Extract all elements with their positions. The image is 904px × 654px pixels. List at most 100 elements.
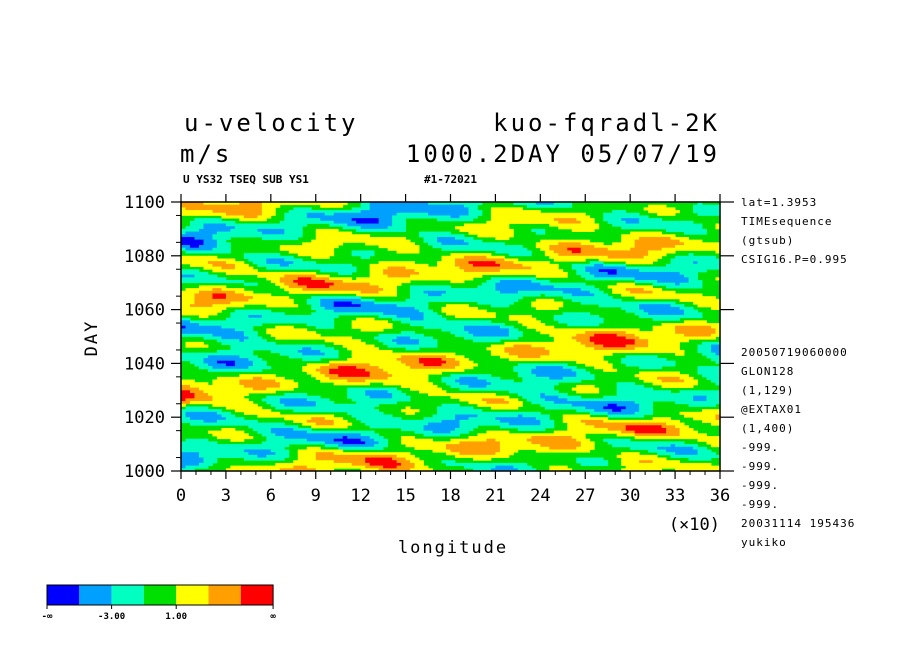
heatmap-cell-3048: [576, 298, 582, 302]
heatmap-cell-1133: [378, 239, 384, 243]
heatmap-cell-4662: [562, 352, 568, 356]
heatmap-cell-2506: [562, 282, 568, 286]
heatmap-cell-680: [243, 223, 249, 227]
heatmap-cell-1893: [616, 263, 622, 267]
heatmap-cell-1284: [297, 245, 303, 249]
heatmap-cell-442: [342, 215, 348, 219]
heatmap-cell-1021: [481, 234, 487, 238]
heatmap-cell-3171: [225, 304, 231, 308]
heatmap-cell-4548: [499, 349, 505, 354]
heatmap-cell-1564: [585, 253, 591, 257]
heatmap-cell-1980: [571, 266, 577, 270]
heatmap-cell-3100: [342, 301, 348, 305]
heatmap-cell-3110: [387, 301, 393, 305]
heatmap-cell-791: [396, 226, 402, 230]
heatmap-cell-4900: [594, 360, 600, 364]
heatmap-cell-4033: [279, 333, 285, 337]
heatmap-cell-4393: [522, 344, 528, 348]
heatmap-cell-1034: [648, 234, 654, 238]
heatmap-cell-1575: [634, 253, 640, 257]
heatmap-cell-1226: [486, 242, 492, 246]
heatmap-cell-4509: [697, 347, 703, 351]
heatmap-cell-337: [288, 212, 294, 216]
heatmap-cell-2836: [446, 293, 451, 297]
heatmap-cell-527: [333, 218, 339, 222]
heatmap-cell-3169: [216, 304, 222, 308]
heatmap-cell-370: [437, 212, 442, 216]
heatmap-cell-1692: [495, 258, 501, 262]
heatmap-cell-4560: [553, 349, 559, 354]
heatmap-cell-29: [311, 202, 317, 206]
heatmap-cell-3863: [288, 328, 294, 332]
heatmap-cell-541: [396, 218, 402, 222]
heatmap-cell-4584: [661, 349, 667, 354]
heatmap-cell-1414: [549, 247, 555, 251]
heatmap-cell-4316: [580, 341, 586, 345]
heatmap-cell-2961: [639, 296, 645, 300]
heatmap-cell-498: [621, 215, 627, 219]
heatmap-cell-1570: [612, 253, 618, 257]
heatmap-cell-3698: [221, 323, 227, 327]
heatmap-cell-4169: [594, 336, 600, 340]
heatmap-cell-4444: [279, 347, 285, 351]
heatmap-cell-4034: [284, 333, 290, 337]
heatmap-cell-3997: [643, 331, 649, 335]
heatmap-cell-1882: [553, 263, 559, 267]
heatmap-cell-2725: [320, 290, 326, 294]
heatmap-cell-2770: [535, 290, 541, 294]
heatmap-cell-2492: [499, 282, 505, 286]
heatmap-cell-651: [616, 220, 622, 224]
heatmap-cell-4928: [248, 363, 254, 367]
heatmap-cell-328: [239, 212, 245, 216]
heatmap-cell-2307: [302, 277, 308, 281]
chart-subtitle-right: #1-72021: [424, 173, 477, 186]
heatmap-cell-2399: [293, 280, 299, 284]
heatmap-cell-4808: [441, 358, 447, 362]
heatmap-cell-2120: [257, 271, 263, 276]
heatmap-cell-4602: [216, 352, 222, 356]
heatmap-cell-4365: [311, 344, 317, 348]
heatmap-cell-884: [495, 228, 501, 232]
heatmap-cell-480: [526, 215, 532, 219]
heatmap-cell-4773: [216, 358, 222, 362]
heatmap-cell-2727: [329, 290, 335, 294]
heatmap-cell-3474: [266, 314, 272, 319]
heatmap-cell-4782: [257, 358, 263, 362]
heatmap-cell-2571: [495, 285, 501, 289]
heatmap-cell-3072: [203, 301, 209, 305]
heatmap-cell-2835: [441, 293, 447, 297]
heatmap-cell-2744: [419, 290, 424, 294]
heatmap-cell-4603: [221, 352, 227, 356]
heatmap-cell-1144: [441, 239, 447, 243]
heatmap-cell-2005: [684, 266, 689, 270]
heatmap-cell-465: [446, 215, 451, 219]
heatmap-cell-3884: [495, 328, 501, 332]
heatmap-cell-3513: [508, 314, 514, 319]
heatmap-cell-4126: [311, 336, 317, 340]
heatmap-cell-2934: [454, 296, 460, 300]
heatmap-cell-2679: [544, 288, 550, 292]
heatmap-cell-384: [508, 212, 514, 216]
heatmap-cell-3573: [396, 317, 402, 321]
heatmap-cell-3517: [526, 314, 532, 319]
heatmap-cell-1071: [369, 236, 375, 241]
heatmap-cell-916: [230, 231, 236, 235]
heatmap-cell-1189: [212, 242, 218, 246]
heatmap-cell-1957: [454, 266, 460, 270]
heatmap-cell-787: [378, 226, 384, 230]
heatmap-cell-3330: [261, 309, 267, 313]
heatmap-cell-4032: [275, 333, 281, 337]
heatmap-cell-4785: [311, 358, 317, 362]
heatmap-cell-3460: [684, 312, 689, 316]
heatmap-cell-926: [275, 231, 281, 235]
heatmap-cell-3226: [607, 304, 613, 308]
heatmap-cell-457: [410, 215, 415, 219]
heatmap-cell-3022: [423, 298, 429, 302]
heatmap-cell-2649: [410, 288, 415, 292]
heatmap-cell-3413: [351, 312, 357, 316]
heatmap-cell-2733: [356, 290, 362, 294]
heatmap-cell-1092: [504, 236, 510, 241]
heatmap-cell-1818: [230, 263, 236, 267]
heatmap-cell-4412: [607, 344, 613, 348]
heatmap-cell-4276: [257, 341, 263, 345]
